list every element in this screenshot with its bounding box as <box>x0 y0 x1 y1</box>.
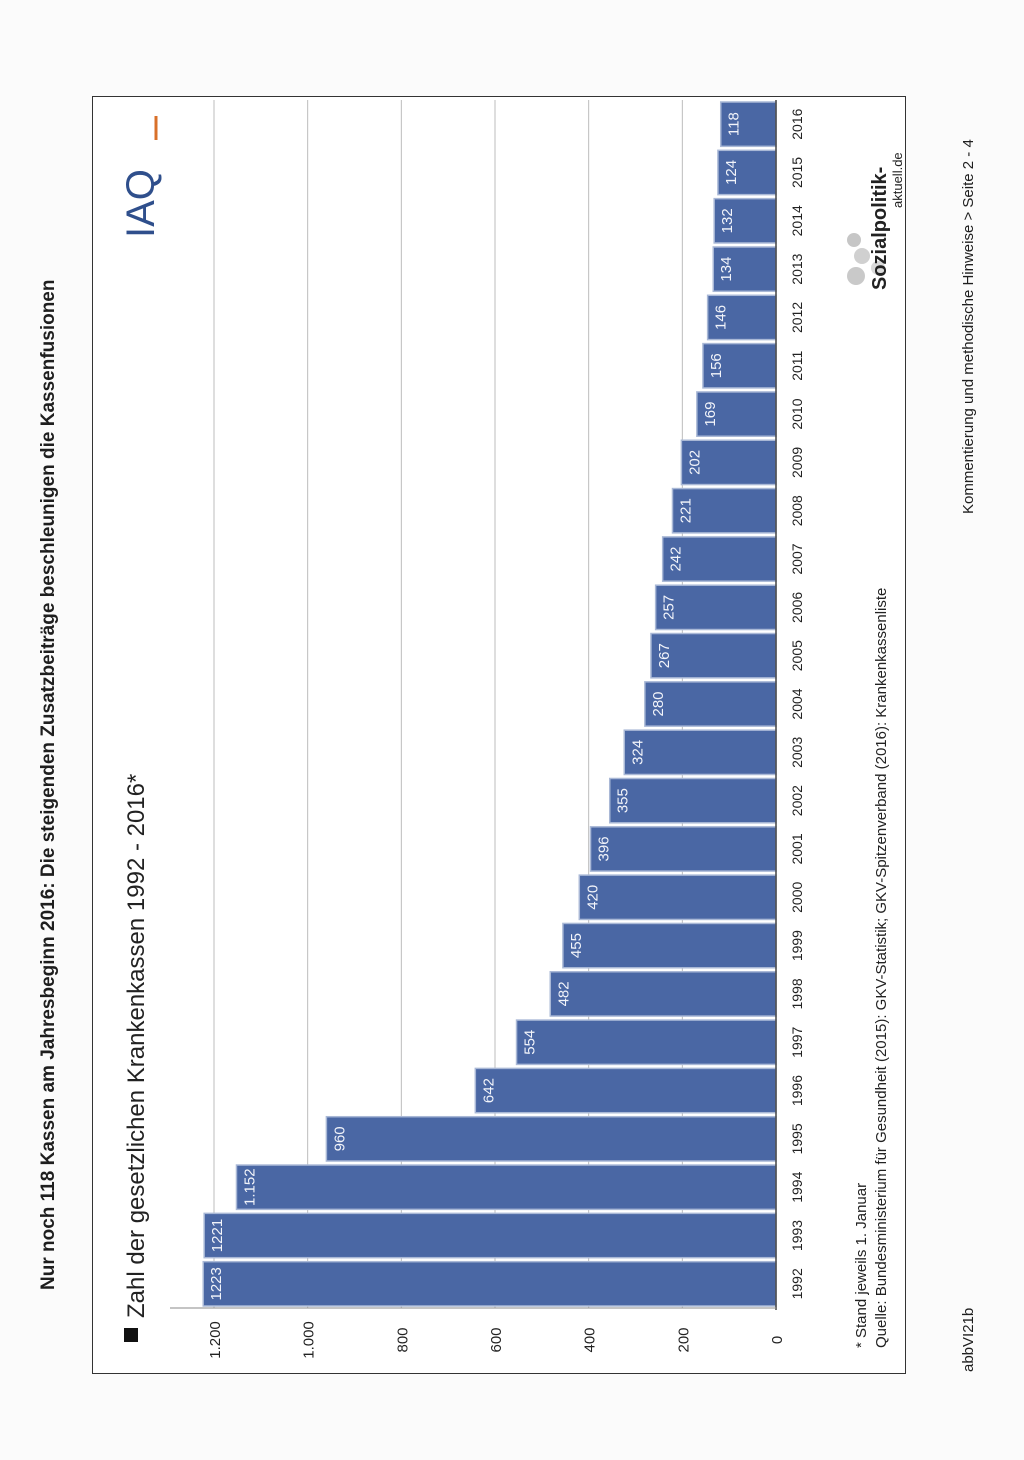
x-tick-label: 2007 <box>789 543 805 574</box>
data-label: 257 <box>661 595 678 620</box>
bar <box>474 1067 777 1114</box>
chart-title-group: Zahl der gesetzlichen Krankenkassen 1992… <box>123 774 150 1342</box>
bar <box>589 826 777 872</box>
x-tick-label: 1999 <box>789 930 805 961</box>
y-tick-label: 800 <box>394 1327 411 1352</box>
data-label: 554 <box>522 1030 539 1055</box>
data-label: 1221 <box>209 1219 226 1252</box>
data-label: 960 <box>331 1126 348 1151</box>
data-label: 280 <box>650 691 667 716</box>
chart-title: Zahl der gesetzlichen Krankenkassen 1992… <box>123 774 150 1318</box>
bar <box>325 1115 777 1162</box>
data-label: 420 <box>584 885 601 910</box>
sozialpolitik-logo-subtext: aktuell.de <box>890 152 905 208</box>
bar <box>203 1212 777 1259</box>
bar <box>623 729 777 776</box>
x-tick-label: 2015 <box>789 157 805 188</box>
y-tick-label: 1.000 <box>301 1321 318 1359</box>
x-tick-label: 2013 <box>789 253 805 284</box>
x-tick-label: 2003 <box>789 737 805 768</box>
x-tick-label: 1997 <box>789 1026 805 1057</box>
y-tick-label: 0 <box>769 1336 786 1344</box>
bar <box>671 487 777 534</box>
x-tick-label: 2011 <box>789 350 805 380</box>
data-label: 134 <box>718 257 735 282</box>
data-label: 169 <box>702 402 719 427</box>
chart-footnote: * Stand jeweils 1. Januar <box>853 1183 870 1348</box>
bar <box>578 874 777 921</box>
data-label: 455 <box>568 933 585 958</box>
data-label: 202 <box>686 450 703 475</box>
iaq-logo-text: IAQ <box>119 169 162 238</box>
x-tick-label: 2014 <box>789 205 805 236</box>
bar <box>549 971 777 1017</box>
bar <box>644 681 777 727</box>
x-tick-label: 2002 <box>789 785 805 816</box>
x-tick-label: 1998 <box>789 978 805 1009</box>
bar <box>661 536 777 582</box>
data-label: 642 <box>480 1078 497 1103</box>
data-label: 1223 <box>208 1267 225 1300</box>
bar <box>719 101 777 148</box>
data-label: 242 <box>668 547 685 572</box>
data-label: 132 <box>719 208 736 233</box>
iaq-logo: IAQ <box>110 112 163 242</box>
bar <box>562 922 777 969</box>
x-tick-label: 2000 <box>789 881 805 912</box>
legend-square <box>124 1328 138 1342</box>
sozialpolitik-logo-text: Sozialpolitik- <box>869 167 891 290</box>
sozialpolitik-logo: Sozialpolitik- aktuell.de <box>836 104 908 294</box>
bar <box>515 1019 777 1066</box>
y-tick-label: 400 <box>582 1327 599 1352</box>
y-tick-label: 600 <box>488 1327 505 1352</box>
chart-source: Quelle: Bundesministerium für Gesundheit… <box>873 588 890 1348</box>
x-tick-label: 1993 <box>789 1220 805 1251</box>
y-tick-label: 200 <box>675 1327 692 1352</box>
x-tick-label: 2012 <box>789 302 805 333</box>
x-tick-label: 2004 <box>789 688 805 719</box>
data-label: 124 <box>723 160 740 185</box>
x-tick-label: 2005 <box>789 640 805 671</box>
x-tick-label: 2006 <box>789 592 805 623</box>
data-label: 1.152 <box>241 1168 258 1206</box>
x-tick-label: 2001 <box>789 833 805 864</box>
x-tick-label: 1996 <box>789 1075 805 1106</box>
x-tick-label: 1992 <box>789 1268 805 1299</box>
data-label: 156 <box>708 353 725 378</box>
data-label: 324 <box>629 740 646 765</box>
x-tick-label: 1994 <box>789 1171 805 1202</box>
y-tick-label: 1.200 <box>207 1321 224 1359</box>
data-label: 146 <box>713 305 730 330</box>
data-label: 118 <box>726 112 743 136</box>
bar <box>713 197 777 244</box>
x-tick-label: 1995 <box>789 1123 805 1154</box>
data-label: 396 <box>596 836 613 861</box>
bar <box>202 1260 777 1307</box>
x-tick-label: 2010 <box>789 398 805 429</box>
data-label: 355 <box>615 788 632 813</box>
bar <box>608 777 777 824</box>
x-tick-label: 2008 <box>789 495 805 526</box>
x-tick-label: 2016 <box>789 108 805 139</box>
data-label: 267 <box>656 643 673 668</box>
bar <box>235 1164 777 1211</box>
x-tick-label: 2009 <box>789 447 805 478</box>
data-label: 482 <box>555 981 572 1006</box>
bar <box>712 246 777 293</box>
data-label: 221 <box>677 498 694 523</box>
